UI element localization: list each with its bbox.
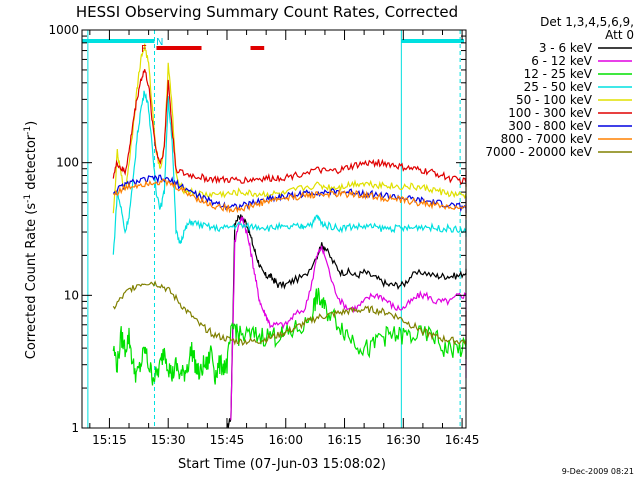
series-line-8: [112, 280, 467, 347]
legend-label-8: 7000 - 20000 keV: [485, 145, 592, 159]
flag-f-label: F: [141, 44, 147, 55]
x-tick-label: 15:15: [92, 433, 127, 447]
legend-label-7: 800 - 7000 keV: [501, 132, 593, 146]
series-line-4: [112, 43, 467, 214]
legend-label-1: 6 - 12 keV: [531, 54, 593, 68]
legend-label-6: 300 - 800 keV: [508, 119, 592, 133]
plot-frame: [81, 29, 467, 429]
series-line-0: [226, 214, 467, 428]
ylabel-end: ): [24, 121, 39, 126]
series-line-5: [112, 69, 467, 187]
legend-header-line-2: Att 0: [605, 28, 634, 42]
ylabel-mid: detector: [24, 134, 39, 194]
x-axis-label: Start Time (07-Jun-03 15:08:02): [178, 457, 386, 472]
flag-n-label: N: [156, 37, 163, 48]
footer-date: 9-Dec-2009 08:21: [562, 467, 634, 476]
status-bands: [82, 30, 464, 428]
x-tick-label: 16:15: [327, 433, 362, 447]
y-tick-label: 100: [56, 156, 79, 170]
legend-label-3: 25 - 50 keV: [524, 80, 593, 94]
legend-label-0: 3 - 6 keV: [539, 41, 593, 55]
chart-title: HESSI Observing Summary Count Rates, Cor…: [76, 3, 458, 21]
ylabel-sup-2: -1: [23, 126, 33, 135]
legend-label-2: 12 - 25 keV: [524, 67, 593, 81]
series-line-2: [112, 287, 467, 386]
y-tick-label: 1000: [48, 23, 79, 37]
y-tick-label: 1: [71, 421, 79, 435]
legend-label-4: 50 - 100 keV: [516, 93, 593, 107]
ylabel-sup-1: -1: [23, 194, 33, 203]
x-tick-label: 16:00: [268, 433, 303, 447]
y-axis-label: Corrected Count Rate (s-1 detector-1): [23, 121, 39, 359]
x-tick-label: 15:45: [210, 433, 245, 447]
legend-header-line-1: Det 1,3,4,5,6,9,: [540, 15, 634, 29]
svg-text:Corrected Count Rate (s-1 dete: Corrected Count Rate (s-1 detector-1): [23, 121, 39, 359]
x-tick-label: 16:30: [386, 433, 421, 447]
x-tick-label: 16:45: [445, 433, 480, 447]
series-line-1: [230, 215, 467, 421]
legend-label-5: 100 - 300 keV: [508, 106, 592, 120]
ylabel-main: Corrected Count Rate (s: [24, 203, 39, 360]
axes: 1 10 100 1000 15:15 15:30 15:45 16:00 16:15 16:30…: [48, 23, 479, 447]
series-line-3: [112, 90, 467, 255]
y-tick-label: 10: [64, 288, 79, 302]
series-layer: [112, 43, 467, 428]
series-line-7: [112, 178, 467, 219]
x-tick-label: 15:30: [151, 433, 186, 447]
